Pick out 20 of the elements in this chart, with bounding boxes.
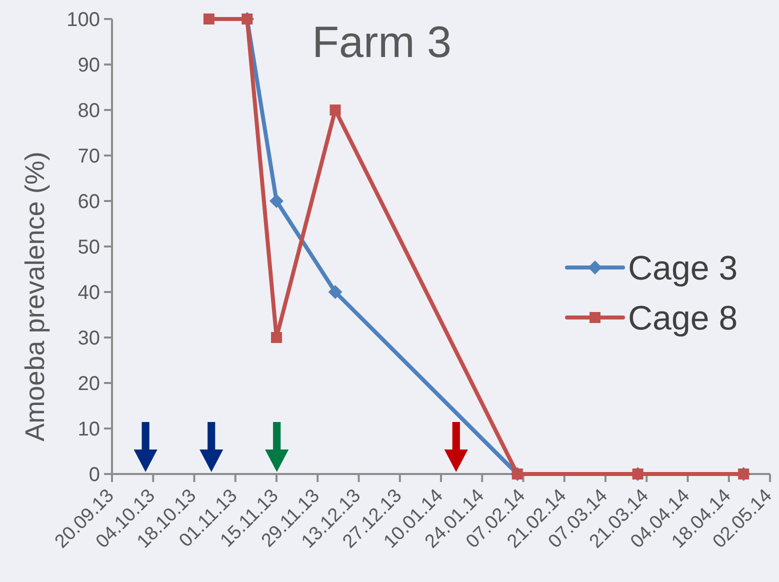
- point: [203, 14, 214, 24]
- y-axis-title: Amoeba prevalence (%): [20, 152, 50, 442]
- point: [271, 332, 282, 343]
- y-tick-label: 70: [78, 146, 100, 168]
- point: [328, 285, 342, 299]
- y-tick-label: 0: [88, 464, 100, 486]
- y-tick-label: 10: [78, 418, 100, 440]
- legend-label: Cage 8: [628, 299, 738, 338]
- y-tick-label: 60: [78, 191, 100, 213]
- y-tick-label: 50: [78, 236, 100, 258]
- legend-label: Cage 3: [628, 249, 738, 288]
- y-tick-label: 100: [66, 9, 100, 31]
- point: [330, 104, 341, 116]
- y-tick-label: 20: [78, 373, 100, 395]
- y-tick-label: 30: [78, 328, 100, 350]
- y-tick-label: 90: [78, 54, 100, 76]
- y-tick-label: 40: [78, 282, 100, 304]
- point: [270, 194, 284, 208]
- chart-title: Farm 3: [312, 18, 452, 67]
- y-tick-label: 80: [78, 100, 100, 122]
